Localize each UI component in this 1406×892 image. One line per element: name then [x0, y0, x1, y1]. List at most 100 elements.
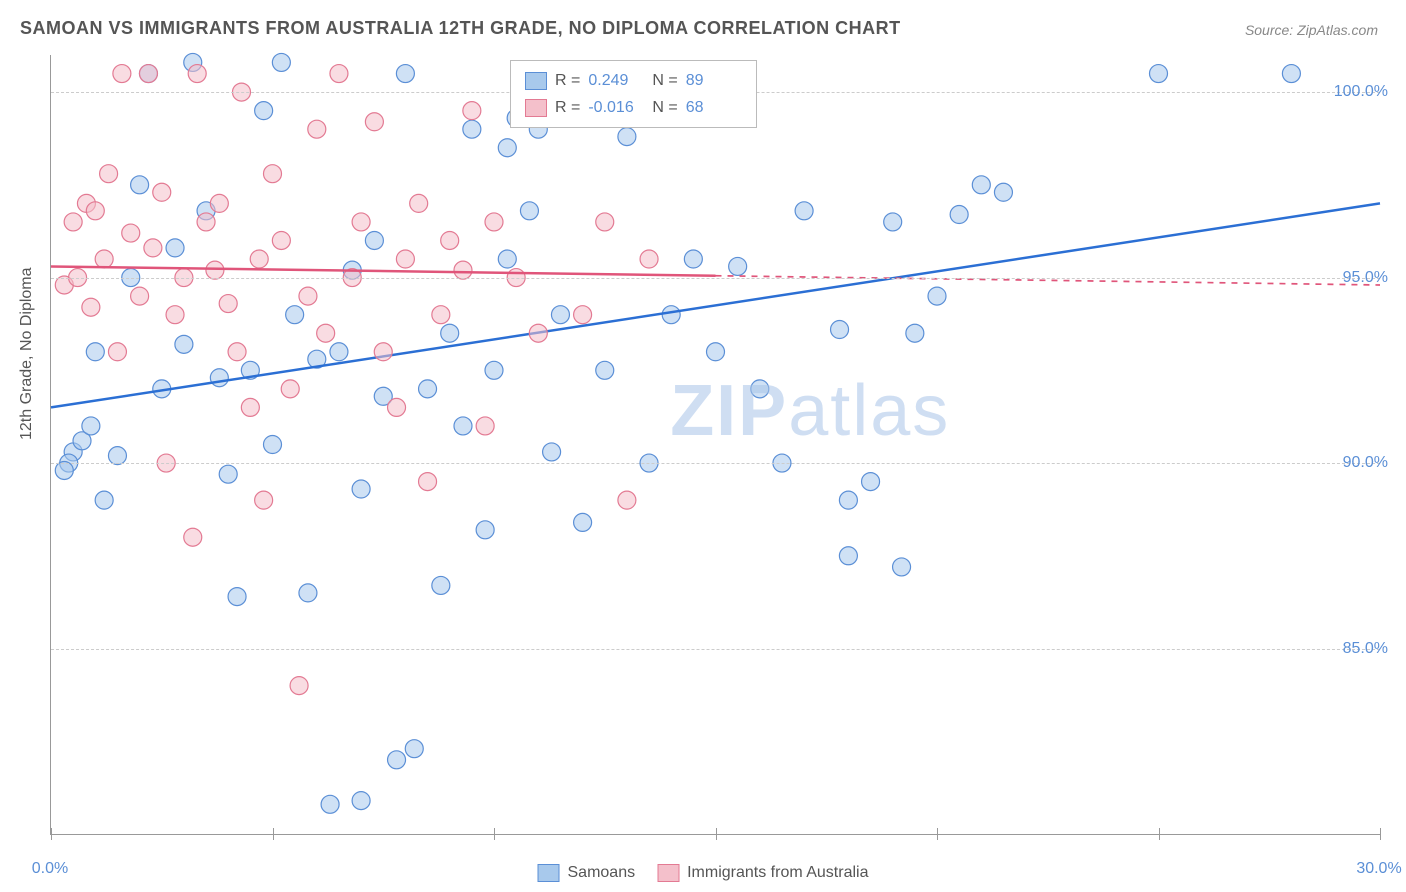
legend-label: Immigrants from Australia [687, 864, 868, 882]
scatter-point [396, 65, 414, 83]
scatter-point [188, 65, 206, 83]
scatter-point [100, 165, 118, 183]
scatter-point [441, 231, 459, 249]
y-tick-label: 90.0% [1343, 454, 1388, 472]
scatter-point [131, 287, 149, 305]
scatter-point [454, 417, 472, 435]
scatter-point [139, 65, 157, 83]
gridline [51, 649, 1380, 650]
scatter-point [751, 380, 769, 398]
scatter-point [308, 120, 326, 138]
plot-area [50, 55, 1380, 835]
scatter-point [432, 576, 450, 594]
scatter-point [86, 343, 104, 361]
scatter-point [498, 250, 516, 268]
scatter-point [241, 398, 259, 416]
scatter-point [454, 261, 472, 279]
scatter-point [485, 213, 503, 231]
trend-line [51, 203, 1380, 407]
scatter-point [729, 257, 747, 275]
stats-row-samoans: R = 0.249 N = 89 [525, 67, 742, 94]
stat-label-r: R = [555, 94, 580, 121]
scatter-point [893, 558, 911, 576]
source-label: Source: ZipAtlas.com [1245, 22, 1378, 38]
scatter-point [286, 306, 304, 324]
scatter-point [290, 677, 308, 695]
scatter-point [330, 343, 348, 361]
scatter-point [476, 417, 494, 435]
scatter-point [574, 513, 592, 531]
scatter-point [321, 795, 339, 813]
scatter-point [419, 380, 437, 398]
scatter-point [950, 206, 968, 224]
scatter-point [574, 306, 592, 324]
scatter-point [396, 250, 414, 268]
scatter-point [485, 361, 503, 379]
scatter-point [441, 324, 459, 342]
scatter-point [255, 491, 273, 509]
scatter-point [551, 306, 569, 324]
x-tick-label: 0.0% [32, 860, 68, 878]
gridline [51, 278, 1380, 279]
scatter-point [219, 465, 237, 483]
scatter-point [108, 447, 126, 465]
legend-label: Samoans [568, 864, 636, 882]
scatter-point [122, 224, 140, 242]
scatter-point [839, 491, 857, 509]
scatter-point [388, 751, 406, 769]
scatter-point [153, 183, 171, 201]
chart-title: SAMOAN VS IMMIGRANTS FROM AUSTRALIA 12TH… [20, 18, 901, 39]
scatter-point [410, 194, 428, 212]
stat-label-n: N = [652, 94, 677, 121]
scatter-point [210, 194, 228, 212]
scatter-point [64, 213, 82, 231]
scatter-point [463, 120, 481, 138]
scatter-point [839, 547, 857, 565]
scatter-point [299, 584, 317, 602]
scatter-point [352, 480, 370, 498]
y-tick-label: 100.0% [1334, 83, 1388, 101]
scatter-point [250, 250, 268, 268]
y-tick-label: 85.0% [1343, 640, 1388, 658]
scatter-point [419, 473, 437, 491]
scatter-point [463, 102, 481, 120]
scatter-point [906, 324, 924, 342]
scatter-point [684, 250, 702, 268]
y-axis-label: 12th Grade, No Diploma [18, 267, 36, 440]
scatter-point [596, 213, 614, 231]
scatter-point [255, 102, 273, 120]
stats-row-immigrants: R = -0.016 N = 68 [525, 94, 742, 121]
stat-value-n2: 68 [686, 94, 742, 121]
scatter-point [640, 250, 658, 268]
scatter-point [166, 306, 184, 324]
scatter-point [131, 176, 149, 194]
scatter-point [365, 231, 383, 249]
swatch-blue-icon [525, 72, 547, 90]
scatter-point [82, 298, 100, 316]
scatter-point [374, 343, 392, 361]
scatter-point [1150, 65, 1168, 83]
chart-container: SAMOAN VS IMMIGRANTS FROM AUSTRALIA 12TH… [0, 0, 1406, 892]
stats-legend-box: R = 0.249 N = 89 R = -0.016 N = 68 [510, 60, 757, 128]
scatter-point [529, 324, 547, 342]
scatter-point [166, 239, 184, 257]
scatter-point [432, 306, 450, 324]
scatter-point [928, 287, 946, 305]
scatter-point [184, 528, 202, 546]
scatter-point [476, 521, 494, 539]
scatter-point [281, 380, 299, 398]
x-tick [1159, 828, 1160, 840]
scatter-point [86, 202, 104, 220]
swatch-pink-icon [525, 99, 547, 117]
scatter-point [365, 113, 383, 131]
scatter-point [618, 491, 636, 509]
stat-value-r1: 0.249 [588, 67, 644, 94]
plot-svg [51, 55, 1380, 834]
scatter-point [272, 53, 290, 71]
scatter-point [206, 261, 224, 279]
scatter-point [82, 417, 100, 435]
scatter-point [299, 287, 317, 305]
y-tick-label: 95.0% [1343, 269, 1388, 287]
scatter-point [972, 176, 990, 194]
scatter-point [95, 491, 113, 509]
